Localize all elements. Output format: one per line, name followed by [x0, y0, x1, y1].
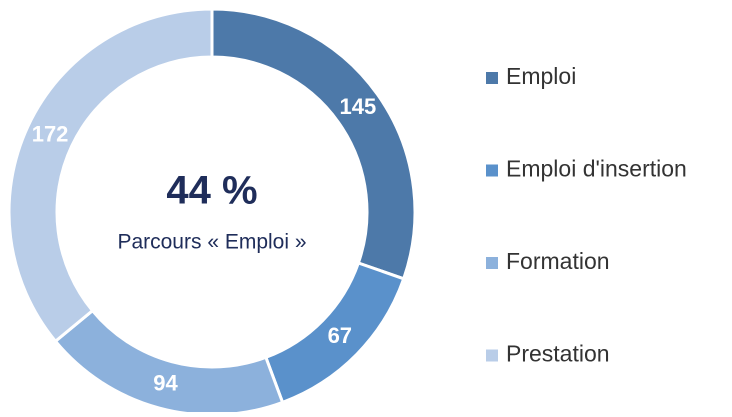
donut-slice [53, 308, 285, 417]
legend-swatch [486, 72, 498, 84]
data-label: 172 [32, 122, 69, 147]
center-subtitle: Parcours « Emploi » [117, 231, 306, 254]
data-label: 94 [153, 371, 178, 396]
legend-label: Prestation [506, 341, 610, 367]
legend-label: Emploi [506, 63, 576, 89]
legend-swatch [486, 257, 498, 269]
legend-label: Emploi d'insertion [506, 156, 687, 182]
data-label: 145 [340, 94, 377, 119]
center-title: 44 % [166, 169, 257, 213]
legend-swatch [486, 349, 498, 362]
data-label: 67 [328, 323, 352, 348]
legend-swatch [486, 164, 498, 177]
legend-label: Formation [506, 248, 610, 274]
donut [7, 7, 417, 417]
donut-slice [7, 7, 214, 344]
